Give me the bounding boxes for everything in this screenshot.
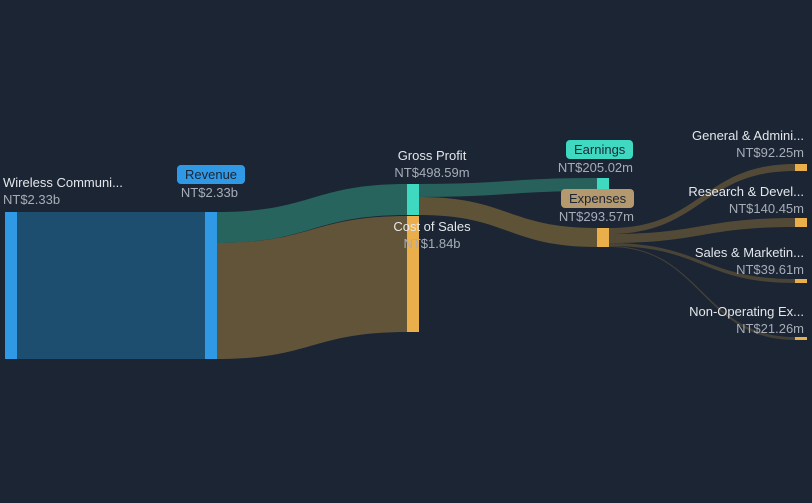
label-value-earnings: NT$205.02m: [558, 160, 633, 177]
label-sm: Sales & Marketin...NT$39.61m: [695, 245, 804, 279]
label-value-sm: NT$39.61m: [695, 262, 804, 279]
label-title-gross_profit: Gross Profit: [394, 148, 469, 165]
badge-expenses: Expenses: [561, 189, 634, 208]
badge-revenue: Revenue: [177, 165, 245, 184]
badge-earnings: Earnings: [566, 140, 633, 159]
label-title-source: Wireless Communi...: [3, 175, 123, 192]
label-source: Wireless Communi...NT$2.33b: [3, 175, 123, 209]
label-title-ga: General & Admini...: [692, 128, 804, 145]
link-source-revenue: [17, 212, 205, 359]
label-value-expenses: NT$293.57m: [559, 209, 634, 226]
label-earnings: NT$205.02m: [558, 160, 633, 177]
label-value-cost_of_sales: NT$1.84b: [393, 236, 470, 253]
node-rd[interactable]: [795, 218, 807, 227]
label-title-sm: Sales & Marketin...: [695, 245, 804, 262]
label-title-noe: Non-Operating Ex...: [689, 304, 804, 321]
label-value-revenue: NT$2.33b: [181, 185, 238, 202]
node-revenue[interactable]: [205, 212, 217, 359]
label-rd: Research & Devel...NT$140.45m: [688, 184, 804, 218]
node-sm[interactable]: [795, 279, 807, 283]
node-ga[interactable]: [795, 164, 807, 171]
label-value-source: NT$2.33b: [3, 192, 123, 209]
label-expenses: NT$293.57m: [559, 209, 634, 226]
label-value-ga: NT$92.25m: [692, 145, 804, 162]
label-revenue: NT$2.33b: [181, 185, 238, 202]
sankey-chart: Wireless Communi...NT$2.33bRevenueNT$2.3…: [0, 0, 812, 503]
label-value-noe: NT$21.26m: [689, 321, 804, 338]
label-noe: Non-Operating Ex...NT$21.26m: [689, 304, 804, 338]
label-gross_profit: Gross ProfitNT$498.59m: [394, 148, 469, 182]
label-ga: General & Admini...NT$92.25m: [692, 128, 804, 162]
label-cost_of_sales: Cost of SalesNT$1.84b: [393, 219, 470, 253]
node-expenses[interactable]: [597, 228, 609, 247]
label-title-rd: Research & Devel...: [688, 184, 804, 201]
node-gross_profit[interactable]: [407, 184, 419, 215]
label-value-rd: NT$140.45m: [688, 201, 804, 218]
label-title-cost_of_sales: Cost of Sales: [393, 219, 470, 236]
label-value-gross_profit: NT$498.59m: [394, 165, 469, 182]
node-source[interactable]: [5, 212, 17, 359]
